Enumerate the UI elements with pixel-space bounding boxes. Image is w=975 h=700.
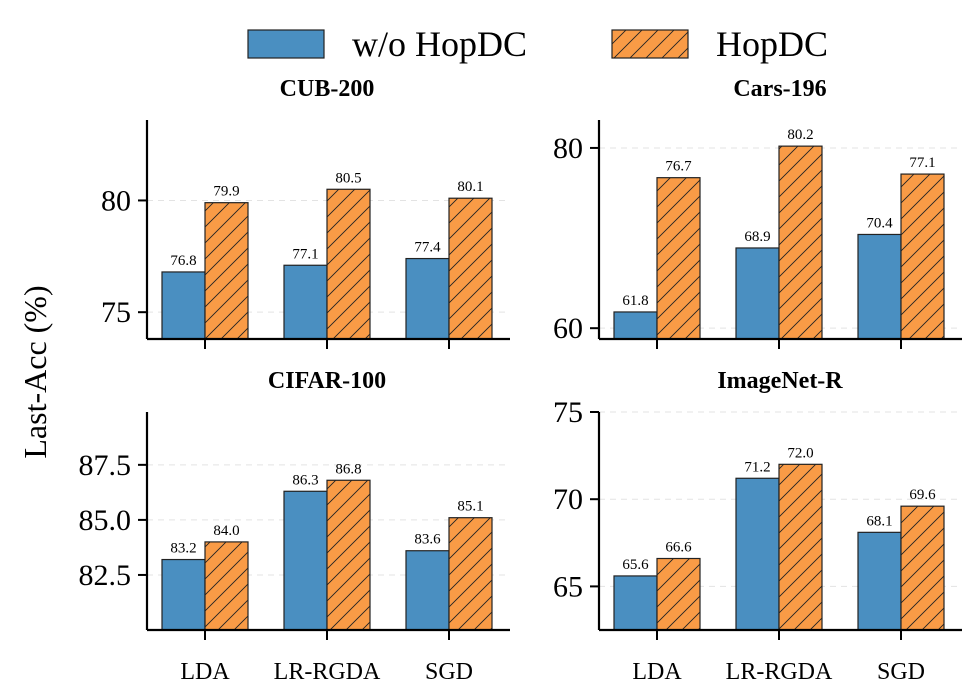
y-tick-label: 70 xyxy=(553,483,583,516)
data-label: 65.6 xyxy=(622,557,649,573)
data-label: 72.0 xyxy=(787,445,813,461)
panel-title: CUB-200 xyxy=(280,76,375,102)
bar-without-hopdc xyxy=(857,233,902,340)
panel-title: CIFAR-100 xyxy=(268,368,386,394)
bar-without-hopdc xyxy=(405,257,450,340)
y-tick-label: 80 xyxy=(101,184,131,217)
bar-hatch xyxy=(779,464,822,630)
data-label: 76.8 xyxy=(170,253,196,269)
data-label: 80.2 xyxy=(787,127,813,143)
y-tick-label: 82.5 xyxy=(79,559,132,592)
data-label: 77.4 xyxy=(414,240,441,256)
data-label: 83.6 xyxy=(414,532,441,548)
bar-hatch xyxy=(327,480,370,630)
y-tick-label: 65 xyxy=(553,570,583,603)
y-tick-label: 85.0 xyxy=(79,504,132,537)
bar-without-hopdc xyxy=(161,271,206,340)
bar-without-hopdc xyxy=(857,531,902,631)
legend-label-without-hopdc: w/o HopDC xyxy=(352,24,527,64)
data-label: 85.1 xyxy=(457,499,483,515)
data-label: 70.4 xyxy=(866,215,893,231)
panel-imagenet-r: ImageNet-R 65.6 71.2 68.1 66.6 72.0 69.6 65 70 7… xyxy=(553,368,962,685)
data-label: 61.8 xyxy=(622,293,648,309)
data-label: 86.3 xyxy=(292,472,318,488)
data-label: 76.7 xyxy=(665,159,692,175)
bar-hatch xyxy=(657,558,700,630)
data-label: 68.9 xyxy=(744,229,770,245)
data-label: 80.5 xyxy=(335,170,361,186)
data-label: 71.2 xyxy=(744,459,770,475)
legend-label-hopdc: HopDC xyxy=(716,24,828,64)
bar-hatch xyxy=(901,174,944,339)
bar-hatch xyxy=(205,202,248,339)
bar-without-hopdc xyxy=(735,477,780,631)
bar-hatch xyxy=(205,541,248,630)
data-label: 77.1 xyxy=(909,155,935,171)
legend: w/o HopDC HopDC xyxy=(247,24,828,64)
bar-hatch xyxy=(657,177,700,339)
data-label: 77.1 xyxy=(292,246,318,262)
bar-without-hopdc xyxy=(283,264,328,340)
bar-without-hopdc xyxy=(283,490,328,631)
data-label: 79.9 xyxy=(213,184,239,200)
y-tick-label: 75 xyxy=(101,296,131,329)
bar-without-hopdc xyxy=(735,247,780,340)
x-tick-label: LR-RGDA xyxy=(274,659,381,685)
panel-title: ImageNet-R xyxy=(717,368,843,394)
y-tick-label: 80 xyxy=(553,132,583,165)
bar-hatch xyxy=(901,506,944,630)
x-tick-label: LR-RGDA xyxy=(726,659,833,685)
bar-hatch xyxy=(327,189,370,339)
data-label: 66.6 xyxy=(665,539,692,555)
bar-without-hopdc xyxy=(613,575,658,631)
x-tick-label: LDA xyxy=(632,659,682,685)
x-tick-label: LDA xyxy=(180,659,230,685)
data-label: 86.8 xyxy=(335,461,361,477)
bar-without-hopdc xyxy=(405,550,450,631)
bar-without-hopdc xyxy=(161,558,206,631)
x-tick-label: SGD xyxy=(877,659,925,685)
data-label: 84.0 xyxy=(213,523,239,539)
bar-hatch xyxy=(449,198,492,339)
data-label: 83.2 xyxy=(170,541,196,557)
x-tick-label: SGD xyxy=(425,659,473,685)
data-label: 68.1 xyxy=(866,513,892,529)
legend-swatch-hopdc-hatch xyxy=(612,30,688,58)
bar-hatch xyxy=(779,146,822,339)
panel-cub-200: CUB-200 76.8 77.1 77.4 79.9 80.5 80.1 75 80 xyxy=(101,76,510,349)
y-axis-label: Last-Acc (%) xyxy=(17,285,53,458)
panel-cars-196: Cars-196 61.8 68.9 70.4 76.7 80.2 77.1 60 80 xyxy=(553,76,962,349)
bar-hatch xyxy=(449,517,492,630)
panel-cifar-100: CIFAR-100 83.2 86.3 83.6 84.0 86.8 85.1 82.5 85… xyxy=(79,368,510,685)
y-tick-label: 60 xyxy=(553,312,583,345)
data-label: 69.6 xyxy=(909,487,936,503)
data-label: 80.1 xyxy=(457,179,483,195)
y-tick-label: 87.5 xyxy=(79,449,132,482)
legend-swatch-without-hopdc xyxy=(247,29,325,59)
panel-title: Cars-196 xyxy=(733,76,826,102)
bar-without-hopdc xyxy=(613,311,658,340)
y-tick-label: 75 xyxy=(553,396,583,429)
